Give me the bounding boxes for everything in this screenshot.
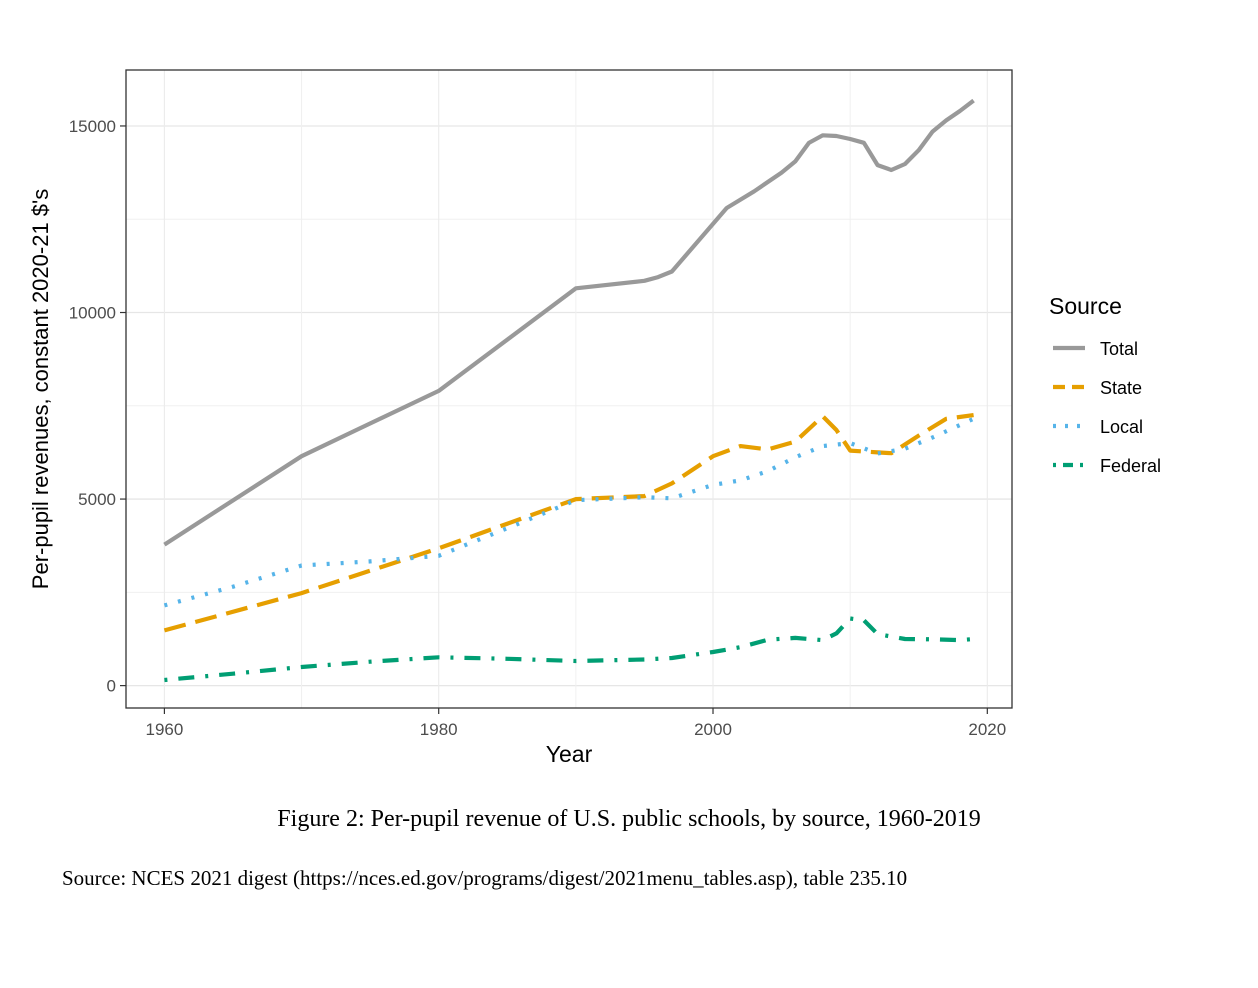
legend-label-federal: Federal (1100, 456, 1161, 476)
series-line-state (163, 413, 974, 633)
y-axis: 0 5000 10000 15000 (69, 117, 126, 696)
y-tick-label: 0 (107, 677, 116, 696)
grid-lines (126, 70, 1012, 708)
plot-panel-border (125, 69, 1013, 709)
legend-label-state: State (1100, 378, 1142, 398)
x-tick-label: 2020 (968, 720, 1006, 739)
series-line-local (163, 416, 975, 608)
legend-label-local: Local (1100, 417, 1143, 437)
x-tick-label: 2000 (694, 720, 732, 739)
figure-caption: Figure 2: Per-pupil revenue of U.S. publ… (277, 806, 981, 832)
source-note: Source: NCES 2021 digest (https://nces.e… (62, 866, 908, 890)
series-line-federal (164, 616, 974, 683)
series-lines (163, 98, 975, 683)
legend-label-total: Total (1100, 339, 1138, 359)
y-tick-label: 5000 (78, 490, 116, 509)
x-axis: 1960 1980 2000 2020 (145, 708, 1006, 739)
y-axis-title: Per-pupil revenues, constant 2020-21 $'s (28, 189, 53, 589)
legend: Source Total State Local Federal (1049, 293, 1161, 476)
x-tick-label: 1980 (420, 720, 458, 739)
y-tick-label: 10000 (69, 304, 116, 323)
line-chart: 0 5000 10000 15000 1960 1980 2000 2020 Year Pe… (28, 69, 1161, 767)
series-line-total (163, 98, 975, 547)
legend-title: Source (1049, 293, 1122, 319)
y-tick-label: 15000 (69, 117, 116, 136)
x-axis-title: Year (546, 741, 593, 767)
x-tick-label: 1960 (145, 720, 183, 739)
